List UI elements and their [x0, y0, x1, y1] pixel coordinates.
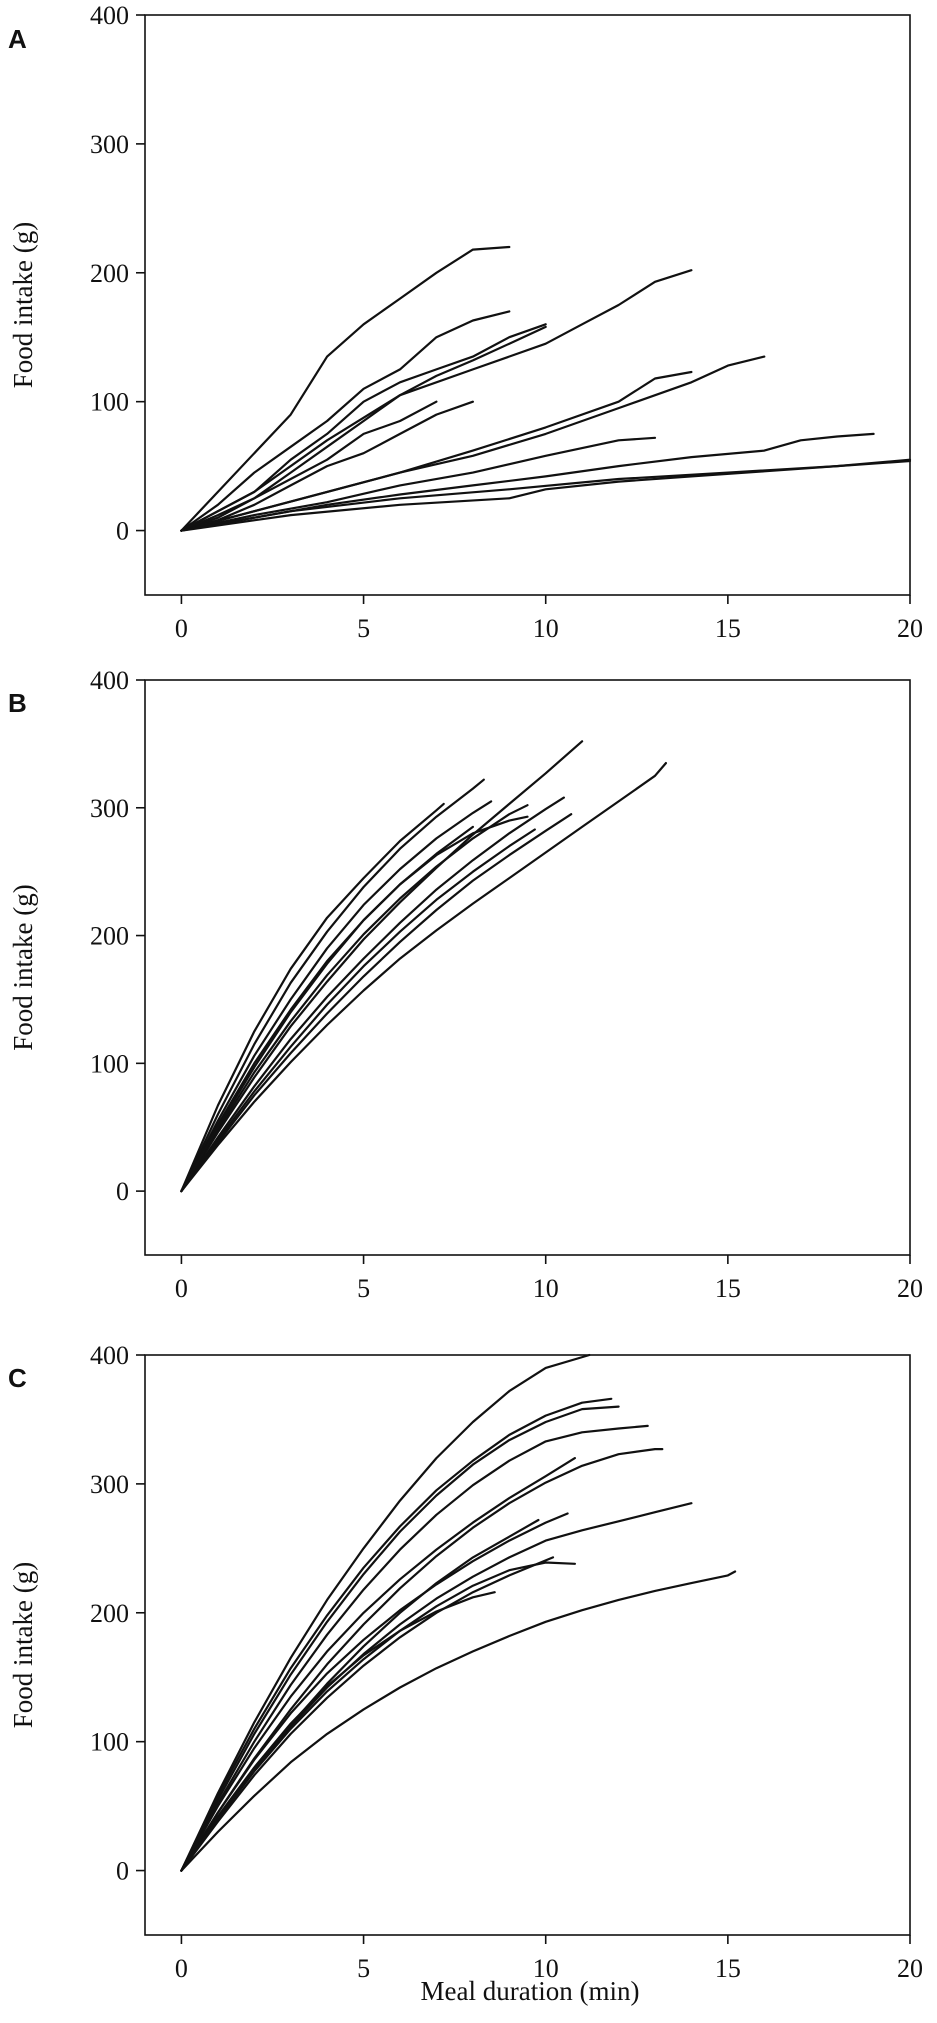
plot-frame [144, 1354, 911, 1936]
y-tick-label: 400 [90, 1, 129, 30]
series-line-1 [180, 245, 511, 532]
series-line-6 [180, 400, 474, 532]
plot-frame [144, 679, 911, 1256]
series-line-12 [180, 458, 912, 532]
series-line-8 [180, 1512, 569, 1872]
x-tick-label: 15 [715, 1274, 741, 1303]
x-tick-label: 5 [357, 1954, 370, 1983]
y-tick-label: 100 [90, 1728, 129, 1757]
series-line-9 [180, 355, 766, 532]
series-line-9 [180, 813, 573, 1193]
series-line-2 [180, 778, 485, 1193]
series-line-10 [180, 436, 657, 532]
x-tick-label: 10 [533, 614, 559, 643]
y-tick-label: 300 [90, 1470, 129, 1499]
panel-c: C 0 100 200 300 400 0 5 10 15 20 Food intake (g) [8, 1341, 923, 1983]
x-tick-label: 15 [715, 1954, 741, 1983]
panel-letter: C [8, 1363, 27, 1393]
series-line-5 [180, 1447, 664, 1872]
x-tick-label: 5 [357, 1274, 370, 1303]
series-line-8 [180, 828, 536, 1193]
series-line-11 [180, 432, 875, 532]
x-tick-label: 0 [175, 1274, 188, 1303]
panel-letter: B [8, 688, 27, 718]
x-tick-label: 10 [533, 1954, 559, 1983]
y-axis-label: Food intake (g) [8, 1562, 38, 1728]
x-tick-label: 0 [175, 1954, 188, 1983]
series-line-12 [180, 1518, 540, 1872]
series-line-1 [180, 1353, 591, 1872]
panel-a: A 0 100 200 300 400 0 5 10 15 20 Food intake (g) [8, 1, 923, 643]
series-line-7 [180, 269, 693, 532]
series-line-6 [180, 1502, 693, 1872]
series-line-5 [180, 804, 529, 1193]
y-tick-label: 200 [90, 259, 129, 288]
series-line-5 [180, 400, 438, 532]
panel-b: B 0 100 200 300 400 0 5 10 15 20 Food intake (g) [8, 666, 923, 1303]
series-line-10 [180, 1556, 555, 1872]
plot-frame [144, 14, 911, 596]
series-line-4 [180, 1424, 649, 1872]
series-line-7 [180, 1456, 577, 1872]
series-line-1 [180, 802, 445, 1193]
series-line-3 [180, 1397, 613, 1872]
y-tick-label: 300 [90, 130, 129, 159]
y-tick-label: 0 [116, 1857, 129, 1886]
x-tick-label: 10 [533, 1274, 559, 1303]
y-tick-label: 0 [116, 1177, 129, 1206]
y-tick-label: 100 [90, 388, 129, 417]
y-tick-label: 300 [90, 794, 129, 823]
series-line-10 [180, 761, 668, 1193]
series-line-11 [180, 815, 529, 1193]
y-tick-label: 200 [90, 1599, 129, 1628]
series-line-13 [180, 459, 912, 532]
figure-x-axis-label: Meal duration (min) [421, 1976, 640, 2006]
x-tick-label: 20 [897, 614, 923, 643]
panel-letter: A [8, 24, 27, 54]
series-line-6 [180, 740, 584, 1193]
x-tick-label: 15 [715, 614, 741, 643]
series-line-8 [180, 370, 693, 532]
y-tick-label: 0 [116, 517, 129, 546]
y-tick-label: 200 [90, 922, 129, 951]
x-tick-label: 20 [897, 1274, 923, 1303]
y-axis-label: Food intake (g) [8, 222, 38, 388]
series-line-7 [180, 796, 566, 1193]
y-tick-label: 100 [90, 1049, 129, 1078]
y-axis-label: Food intake (g) [8, 884, 38, 1050]
y-tick-label: 400 [90, 1341, 129, 1370]
series-line-2 [180, 1405, 620, 1872]
series-line-13 [180, 1570, 737, 1872]
x-tick-label: 0 [175, 614, 188, 643]
series-line-2 [180, 310, 511, 532]
y-tick-label: 400 [90, 666, 129, 695]
series-line-11 [180, 1591, 496, 1872]
x-tick-label: 20 [897, 1954, 923, 1983]
series-line-3 [180, 800, 493, 1193]
x-tick-label: 5 [357, 614, 370, 643]
